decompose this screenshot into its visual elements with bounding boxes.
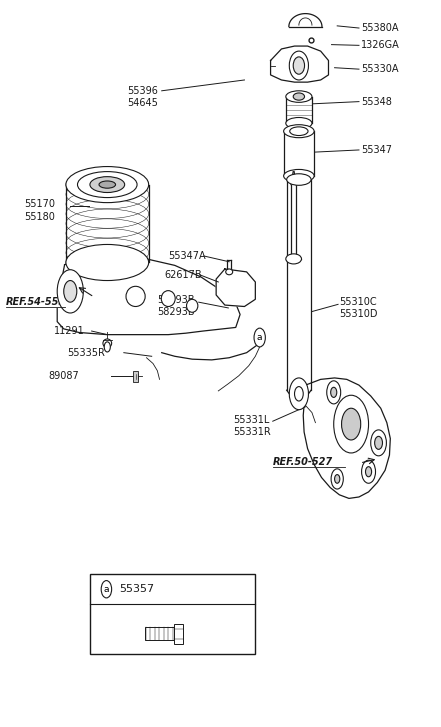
Ellipse shape	[90, 177, 125, 193]
Ellipse shape	[126, 286, 145, 307]
Polygon shape	[299, 18, 312, 25]
Text: a: a	[104, 585, 109, 594]
Text: 62617B: 62617B	[164, 270, 202, 280]
Ellipse shape	[226, 269, 233, 275]
Text: 55310C: 55310C	[339, 297, 377, 308]
Text: 55335R: 55335R	[67, 348, 105, 358]
Polygon shape	[291, 185, 296, 259]
Ellipse shape	[286, 254, 302, 264]
Circle shape	[57, 270, 83, 313]
Bar	[90, 574, 255, 654]
Text: 55330A: 55330A	[361, 64, 398, 74]
Ellipse shape	[341, 409, 361, 440]
Polygon shape	[216, 269, 255, 307]
Circle shape	[101, 581, 112, 598]
Text: 55331R: 55331R	[233, 427, 270, 437]
Bar	[145, 627, 173, 640]
Ellipse shape	[284, 125, 314, 137]
Ellipse shape	[295, 387, 303, 401]
Polygon shape	[271, 46, 329, 82]
Ellipse shape	[161, 291, 175, 307]
Ellipse shape	[331, 469, 343, 489]
Ellipse shape	[284, 169, 314, 182]
Text: 55180: 55180	[25, 212, 56, 222]
Ellipse shape	[366, 467, 372, 477]
Text: 55357: 55357	[120, 585, 155, 594]
Text: 58193B: 58193B	[157, 295, 195, 305]
Circle shape	[64, 281, 77, 302]
Polygon shape	[303, 378, 390, 499]
Ellipse shape	[289, 51, 308, 80]
Text: 54645: 54645	[127, 98, 158, 108]
Text: REF.54-555: REF.54-555	[6, 297, 67, 308]
Ellipse shape	[104, 342, 110, 352]
Ellipse shape	[331, 387, 337, 398]
Text: 55380A: 55380A	[361, 23, 398, 33]
Text: 55170: 55170	[25, 199, 56, 209]
Text: 11291: 11291	[54, 326, 85, 336]
Text: 58293B: 58293B	[157, 308, 195, 317]
Ellipse shape	[362, 460, 376, 483]
Ellipse shape	[286, 118, 312, 129]
Ellipse shape	[334, 395, 369, 453]
Ellipse shape	[371, 430, 386, 456]
Ellipse shape	[66, 166, 149, 203]
Ellipse shape	[66, 244, 149, 281]
Text: 55396: 55396	[127, 86, 158, 96]
Text: 89087: 89087	[49, 371, 79, 382]
Text: 1326GA: 1326GA	[361, 40, 400, 50]
Text: 55331L: 55331L	[233, 415, 269, 425]
Text: 55347: 55347	[361, 145, 392, 155]
Ellipse shape	[375, 436, 382, 449]
Polygon shape	[284, 131, 314, 176]
Ellipse shape	[78, 172, 137, 198]
Bar	[133, 371, 138, 382]
Ellipse shape	[287, 174, 311, 185]
Ellipse shape	[290, 127, 308, 135]
Ellipse shape	[335, 475, 340, 483]
Polygon shape	[57, 255, 240, 334]
Polygon shape	[66, 185, 149, 262]
Polygon shape	[291, 172, 296, 185]
Text: REF.50-527: REF.50-527	[273, 457, 333, 467]
Ellipse shape	[286, 91, 312, 103]
Ellipse shape	[99, 181, 116, 188]
Bar	[173, 624, 183, 644]
Ellipse shape	[289, 378, 308, 410]
Polygon shape	[287, 180, 311, 387]
Circle shape	[254, 328, 265, 347]
Text: 55348: 55348	[361, 97, 392, 107]
Text: 55347A: 55347A	[168, 251, 206, 261]
Text: a: a	[257, 333, 262, 342]
Ellipse shape	[293, 57, 305, 74]
Text: 55310D: 55310D	[339, 310, 377, 319]
Ellipse shape	[293, 93, 305, 100]
Ellipse shape	[187, 300, 198, 313]
Ellipse shape	[103, 339, 112, 348]
Ellipse shape	[327, 381, 341, 404]
Polygon shape	[289, 14, 322, 27]
